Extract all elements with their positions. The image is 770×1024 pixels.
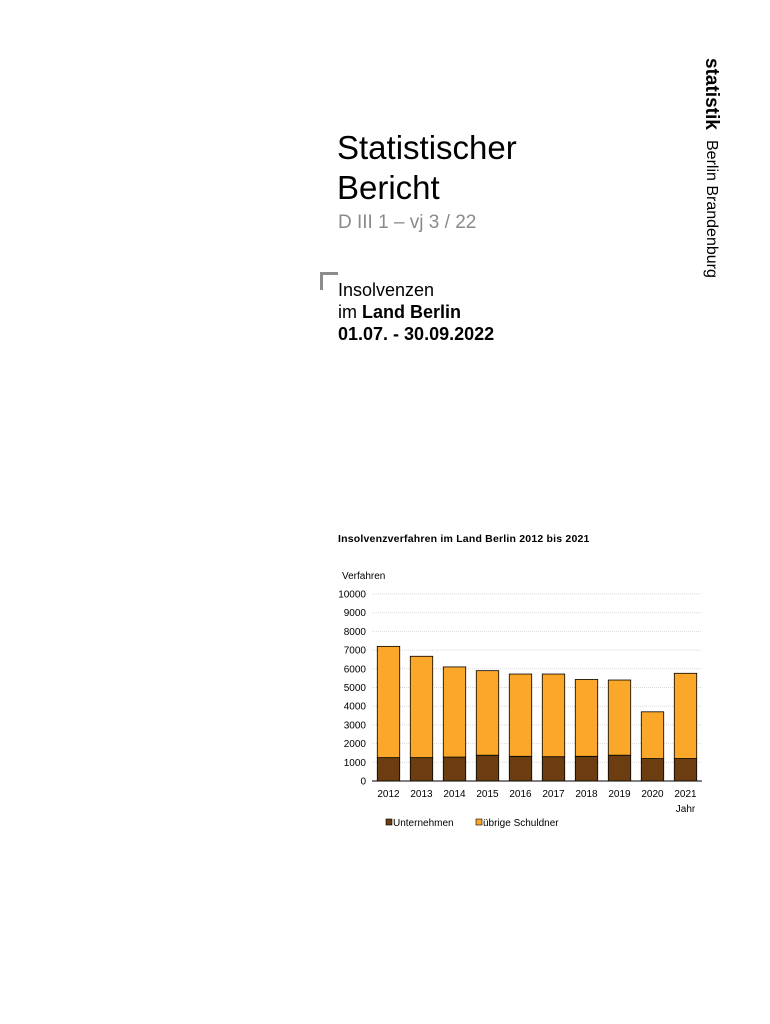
bar-2012-series-1 [376, 757, 401, 782]
bar-2020-series-1 [640, 758, 665, 782]
bar-2020-series-2 [640, 711, 665, 759]
y-tick-label: 6000 [344, 664, 367, 675]
report-title: Statistischer Bericht [337, 128, 517, 208]
bar-2019-series-1 [607, 754, 632, 782]
x-axis-label: Jahr [676, 804, 696, 815]
insolvency-chart: Verfahren 0 1000 2000 3000 4000 5000 6000 7000 80… [338, 571, 702, 829]
y-tick-label: 1000 [344, 758, 367, 769]
subject-period: 01.07. - 30.09.2022 [338, 323, 494, 345]
bar-2017-series-1 [541, 756, 566, 782]
x-tick-label: 2020 [641, 789, 664, 800]
brand-region: Berlin Brandenburg [703, 139, 720, 278]
x-tick-label: 2014 [443, 789, 466, 800]
bar-2013-series-1 [409, 757, 434, 782]
legend-label-1: Unternehmen [393, 818, 454, 829]
y-tick-label: 3000 [344, 720, 367, 731]
report-code: D III 1 – vj 3 / 22 [338, 212, 477, 233]
bar-2017-series-2 [541, 673, 566, 758]
y-tick-label: 4000 [344, 702, 367, 713]
report-title-line2: Bericht [337, 169, 440, 206]
y-tick-label: 0 [360, 777, 366, 788]
y-tick-label: 7000 [344, 646, 367, 657]
bar-2018-series-1 [574, 755, 599, 782]
x-tick-label: 2019 [608, 789, 631, 800]
bar-2016-series-1 [508, 755, 533, 782]
bar-2013-series-2 [409, 655, 434, 759]
subject-line1: Insolvenzen [338, 280, 435, 300]
y-tick-label: 5000 [344, 683, 367, 694]
bar-2014-series-1 [442, 756, 467, 782]
bar-2021-series-1 [673, 758, 698, 782]
bar-2021-series-2 [673, 672, 698, 759]
legend-swatch-2 [475, 818, 483, 826]
report-title-line1: Statistischer [337, 129, 517, 166]
x-tick-label: 2017 [542, 789, 565, 800]
bar-2015-series-1 [475, 754, 500, 782]
chart-title: Insolvenzverfahren im Land Berlin 2012 b… [338, 533, 590, 545]
corner-mark [320, 272, 338, 290]
x-tick-label: 2021 [674, 789, 697, 800]
subject-line2: im Land Berlin [338, 301, 494, 323]
bar-2014-series-2 [442, 666, 467, 758]
bar-2016-series-2 [508, 673, 533, 757]
bar-2018-series-2 [574, 679, 599, 757]
y-tick-label: 9000 [344, 608, 367, 619]
brand-name: statistik [701, 58, 722, 130]
x-tick-label: 2012 [377, 789, 400, 800]
y-axis-label: Verfahren [342, 571, 385, 582]
bar-2015-series-2 [475, 670, 500, 756]
bar-2012-series-2 [376, 645, 401, 759]
x-tick-label: 2015 [476, 789, 499, 800]
y-tick-label: 10000 [338, 590, 366, 601]
brand-logo: statistik Berlin Brandenburg [700, 58, 722, 278]
bar-2019-series-2 [607, 679, 632, 756]
x-tick-label: 2013 [410, 789, 433, 800]
x-tick-label: 2016 [509, 789, 532, 800]
x-tick-label: 2018 [575, 789, 598, 800]
subject-region: Land Berlin [362, 302, 462, 322]
report-subject: Insolvenzen im Land Berlin 01.07. - 30.0… [338, 279, 494, 345]
subject-prefix: im [338, 302, 362, 322]
legend-swatch-1 [385, 818, 393, 826]
y-tick-label: 8000 [344, 627, 367, 638]
legend-label-2: übrige Schuldner [483, 818, 559, 829]
y-tick-label: 2000 [344, 739, 367, 750]
subject-period-text: 01.07. - 30.09.2022 [338, 324, 495, 344]
